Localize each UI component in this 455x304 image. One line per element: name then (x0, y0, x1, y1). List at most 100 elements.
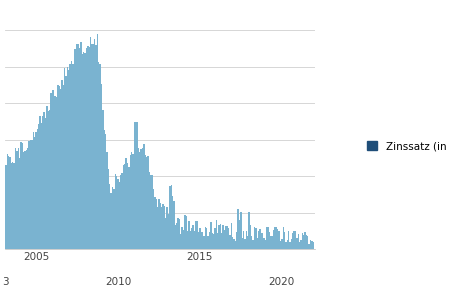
Bar (107, 169, 109, 249)
Bar (247, 236, 248, 249)
Bar (210, 222, 211, 249)
Bar (114, 174, 116, 249)
Bar (308, 244, 309, 249)
Bar (110, 193, 111, 249)
Bar (283, 232, 285, 249)
Bar (6, 154, 8, 249)
Bar (225, 226, 226, 249)
Bar (262, 233, 263, 249)
Bar (199, 228, 200, 249)
Bar (124, 164, 125, 249)
Bar (126, 163, 128, 249)
Bar (80, 42, 81, 249)
Text: 3: 3 (3, 277, 9, 287)
Bar (8, 157, 9, 249)
Bar (128, 167, 129, 249)
Bar (218, 226, 219, 249)
Bar (309, 240, 311, 249)
Bar (20, 142, 21, 249)
Bar (13, 163, 15, 249)
Bar (240, 212, 241, 249)
Bar (286, 240, 288, 249)
Bar (30, 140, 31, 249)
Bar (35, 132, 36, 249)
Bar (76, 44, 77, 249)
Bar (54, 96, 56, 249)
Bar (95, 44, 96, 249)
Bar (249, 225, 251, 249)
Bar (206, 228, 207, 249)
Bar (204, 226, 206, 249)
Bar (60, 88, 61, 249)
Bar (177, 218, 178, 249)
Bar (222, 225, 223, 249)
Bar (288, 231, 289, 249)
Bar (279, 240, 281, 249)
Bar (165, 218, 166, 249)
Bar (193, 230, 195, 249)
Bar (282, 227, 283, 249)
Bar (294, 231, 296, 249)
Bar (155, 199, 157, 249)
Bar (154, 197, 155, 249)
Bar (105, 134, 106, 249)
Bar (61, 80, 62, 249)
Bar (34, 137, 35, 249)
Bar (241, 238, 243, 249)
Bar (285, 242, 286, 249)
Bar (259, 229, 260, 249)
Bar (87, 46, 88, 249)
Bar (116, 176, 117, 249)
Bar (144, 155, 146, 249)
Bar (31, 140, 32, 249)
Bar (217, 233, 218, 249)
Bar (40, 123, 42, 249)
Bar (266, 227, 267, 249)
Bar (57, 85, 58, 249)
Bar (188, 221, 189, 249)
Bar (90, 37, 91, 249)
Bar (258, 231, 259, 249)
Bar (15, 148, 16, 249)
Bar (49, 110, 50, 249)
Bar (132, 154, 133, 249)
Bar (150, 175, 151, 249)
Bar (271, 236, 273, 249)
Bar (207, 236, 208, 249)
Bar (292, 233, 293, 249)
Bar (228, 228, 229, 249)
Bar (9, 157, 10, 249)
Bar (202, 232, 203, 249)
Bar (163, 206, 165, 249)
Legend: Zinssatz (in: Zinssatz (in (366, 141, 445, 151)
Bar (66, 67, 68, 249)
Bar (170, 185, 172, 249)
Bar (43, 112, 45, 249)
Bar (252, 240, 253, 249)
Bar (125, 158, 126, 249)
Bar (253, 227, 255, 249)
Bar (189, 231, 191, 249)
Bar (301, 233, 303, 249)
Bar (5, 165, 6, 249)
Bar (51, 90, 53, 249)
Bar (77, 44, 79, 249)
Bar (96, 34, 98, 249)
Bar (226, 226, 228, 249)
Bar (169, 185, 170, 249)
Bar (232, 237, 233, 249)
Bar (237, 209, 238, 249)
Bar (83, 52, 84, 249)
Bar (162, 204, 163, 249)
Bar (39, 116, 40, 249)
Bar (212, 234, 214, 249)
Bar (312, 242, 313, 249)
Bar (267, 227, 268, 249)
Bar (290, 239, 292, 249)
Bar (270, 237, 271, 249)
Bar (94, 39, 95, 249)
Bar (45, 118, 46, 249)
Bar (215, 220, 217, 249)
Bar (236, 232, 237, 249)
Bar (118, 181, 120, 249)
